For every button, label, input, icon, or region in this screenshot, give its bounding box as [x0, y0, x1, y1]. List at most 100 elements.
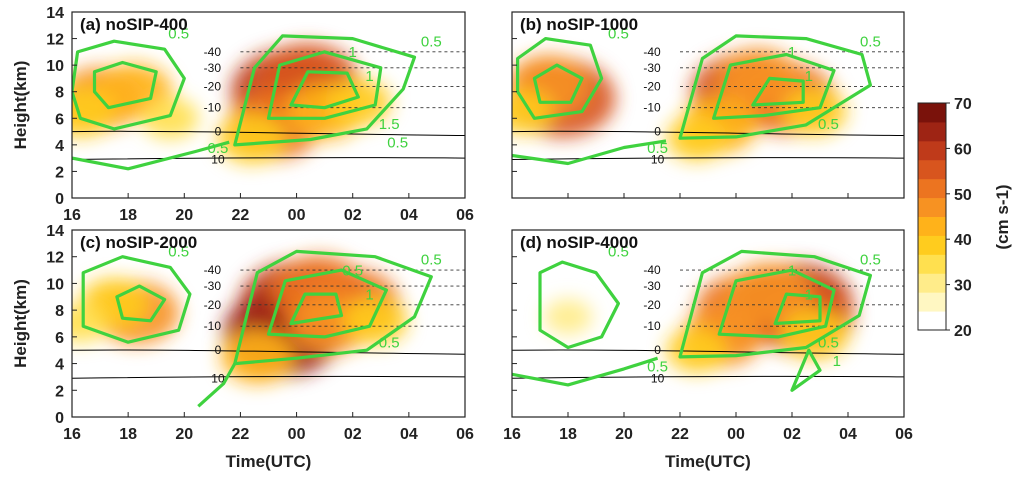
- y-tick-label: 2: [55, 164, 64, 181]
- axes-frame: [71, 229, 466, 418]
- heat-cell: [72, 304, 107, 343]
- contour-label: 1: [805, 68, 813, 85]
- contour-label: 0.5: [342, 262, 363, 279]
- axes-frame: [511, 11, 905, 199]
- contour-line: [233, 34, 417, 147]
- contour-label: 1.5: [379, 116, 400, 133]
- contours: [512, 34, 872, 166]
- colorbar-segment: [918, 235, 946, 255]
- heatmap-field: [72, 255, 408, 384]
- contour-label: 0.5: [208, 140, 229, 157]
- contour-label: 0.5: [421, 252, 442, 269]
- contour-line: [92, 60, 158, 110]
- temperature-label: -40: [204, 263, 222, 277]
- panel-title: (a) noSIP-400: [80, 15, 188, 34]
- x-tick-label: 22: [232, 207, 250, 224]
- x-tick-label: 04: [400, 207, 418, 224]
- temperature-label: -10: [204, 101, 222, 115]
- temperature-label: -10: [643, 101, 661, 115]
- isotherm-10: [512, 375, 904, 379]
- contour-label: 1: [833, 353, 841, 370]
- contour-label: 0.5: [818, 335, 839, 352]
- temperature-label: -40: [643, 263, 661, 277]
- colorbar-unit-label: (cm s-1): [993, 184, 1012, 249]
- x-tick-label: 20: [615, 426, 633, 443]
- contour-label: 0.5: [647, 359, 668, 376]
- colorbar-segment: [918, 140, 946, 161]
- colorbar-tick-label: 40: [954, 232, 972, 249]
- x-tick-label: 16: [63, 426, 81, 443]
- temperature-label: 10: [651, 152, 665, 166]
- contours: [81, 249, 433, 408]
- x-tick-label: 18: [559, 426, 577, 443]
- contour-label: 1: [788, 44, 796, 61]
- x-tick-label: 00: [727, 426, 745, 443]
- heat-cell: [666, 327, 728, 373]
- colorbar-segment: [918, 292, 946, 312]
- contour-line: [197, 362, 237, 408]
- y-tick-label: 14: [46, 5, 64, 22]
- x-tick-label: 02: [344, 207, 362, 224]
- contour-line: [532, 63, 584, 104]
- x-tick-label: 02: [783, 426, 801, 443]
- temperature-label: -30: [204, 61, 222, 75]
- colorbar-segment: [918, 121, 946, 142]
- contour-line: [233, 249, 433, 366]
- isotherm-0: [72, 130, 465, 137]
- axes-frame: [511, 229, 905, 418]
- temperature-label: 0: [654, 343, 661, 357]
- contour-line: [289, 70, 360, 110]
- colorbar-segment: [918, 311, 946, 331]
- contour-label: 0.5: [860, 252, 881, 269]
- colorbar-segment: [918, 103, 946, 123]
- contour-label: 1: [805, 286, 813, 303]
- heat-cell: [220, 329, 294, 384]
- y-tick-label: 4: [55, 357, 64, 374]
- contours: [72, 34, 417, 171]
- x-tick-label: 20: [175, 426, 193, 443]
- y-tick-label: 4: [55, 138, 64, 155]
- x-tick-label: 06: [895, 426, 913, 443]
- y-tick-label: 2: [55, 383, 64, 400]
- heat-cell: [217, 112, 287, 164]
- x-tick-label: 00: [288, 207, 306, 224]
- contour-label: 0.5: [647, 140, 668, 157]
- contour-label: 1: [365, 286, 373, 303]
- x-tick-label: 20: [175, 207, 193, 224]
- colorbar-segment: [918, 197, 946, 217]
- isotherm-0: [72, 349, 465, 355]
- contour-line: [289, 292, 344, 326]
- contour-label: 0.5: [860, 34, 881, 51]
- y-tick-label: 10: [46, 276, 64, 293]
- colorbar-tick-label: 20: [954, 323, 972, 340]
- colorbar-tick-label: 50: [954, 187, 972, 204]
- colorbar: 70 60 50 40 30 20 (cm s-1): [917, 96, 1012, 340]
- y-tick-label: 8: [55, 303, 64, 320]
- temperature-label: -40: [204, 45, 222, 59]
- axes-frame: [71, 11, 466, 199]
- isotherm-10: [72, 375, 465, 379]
- colorbar-tick-label: 70: [954, 96, 972, 113]
- y-tick-label: 0: [55, 191, 64, 208]
- contour-line: [773, 292, 822, 326]
- temperature-label: 0: [215, 343, 222, 357]
- colorbar-frame: [917, 102, 947, 331]
- temperature-label: -20: [204, 79, 222, 93]
- isotherm-10: [512, 157, 904, 160]
- x-tick-label: 22: [671, 426, 689, 443]
- temperature-label: -30: [643, 61, 661, 75]
- heat-cell: [141, 97, 199, 140]
- contour-label: 0.5: [608, 244, 629, 261]
- x-tick-label: 04: [839, 426, 857, 443]
- contour-label: 0.5: [168, 244, 189, 261]
- heat-cell: [781, 87, 847, 136]
- isotherm-0: [512, 130, 904, 137]
- y-tick-label: 6: [55, 330, 64, 347]
- x-tick-label: 06: [456, 426, 474, 443]
- x-tick-label: 18: [119, 426, 137, 443]
- colorbar-segment: [918, 254, 946, 274]
- y-axis-label: Height(km): [11, 279, 30, 368]
